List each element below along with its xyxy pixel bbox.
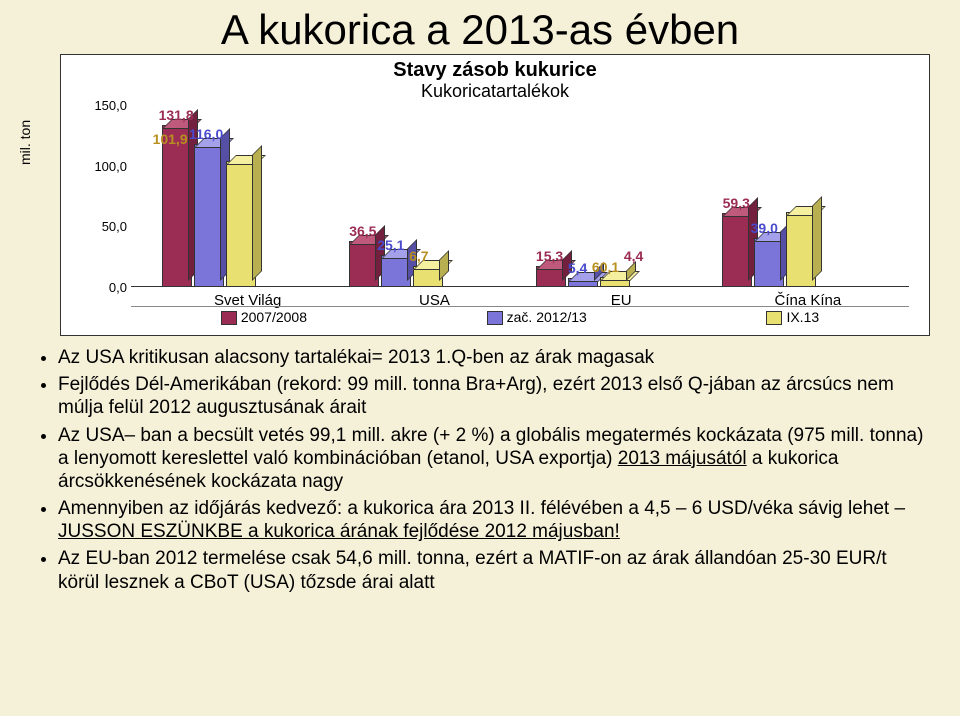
legend: 2007/2008 zač. 2012/13 IX.13 <box>131 306 909 331</box>
bullet-item: Az USA kritikusan alacsony tartalékai= 2… <box>58 346 924 369</box>
bar <box>413 268 441 287</box>
chart-container: Stavy zásob kukurice Kukoricatartalékok … <box>60 54 930 336</box>
bar <box>568 280 596 287</box>
chart-subtitle-2: Kukoricatartalékok <box>61 81 929 102</box>
bullet-item: Fejlődés Dél-Amerikában (rekord: 99 mill… <box>58 373 924 419</box>
value-label: 4,4 <box>614 248 654 264</box>
bar <box>786 214 814 287</box>
legend-item: IX.13 <box>766 309 819 331</box>
y-tick: 50,0 <box>81 219 127 234</box>
legend-item: 2007/2008 <box>221 309 307 331</box>
value-label: 39,0 <box>744 220 784 236</box>
bullet-list: Az USA kritikusan alacsony tartalékai= 2… <box>36 346 924 594</box>
bar <box>226 163 254 287</box>
y-tick: 100,0 <box>81 159 127 174</box>
y-tick: 150,0 <box>81 98 127 113</box>
value-label: 131,8 <box>156 107 196 123</box>
bullet-item: Amennyiben az időjárás kedvező: a kukori… <box>58 497 924 543</box>
bar <box>754 240 782 287</box>
value-label: 6,7 <box>399 248 439 264</box>
value-label: 101,9 <box>150 131 190 147</box>
y-ticks: 0,050,0100,0150,0 <box>81 105 127 287</box>
value-label: 116,0 <box>186 126 226 142</box>
legend-item: zač. 2012/13 <box>487 309 587 331</box>
plot-area: 0,050,0100,0150,0 131,8116,0101,9Svet Vi… <box>131 105 909 287</box>
y-tick: 0,0 <box>81 280 127 295</box>
value-label: 59,3 <box>716 195 756 211</box>
chart-subtitle-1: Stavy zásob kukurice <box>61 59 929 82</box>
y-axis-label: mil. ton <box>17 120 33 165</box>
bar <box>194 146 222 287</box>
bar <box>162 127 190 287</box>
bullet-item: Az USA– ban a becsült vetés 99,1 mill. a… <box>58 424 924 494</box>
bullet-item: Az EU-ban 2012 termelése csak 54,6 mill.… <box>58 547 924 593</box>
page-title: A kukorica a 2013-as évben <box>0 0 960 54</box>
bar <box>600 279 628 287</box>
